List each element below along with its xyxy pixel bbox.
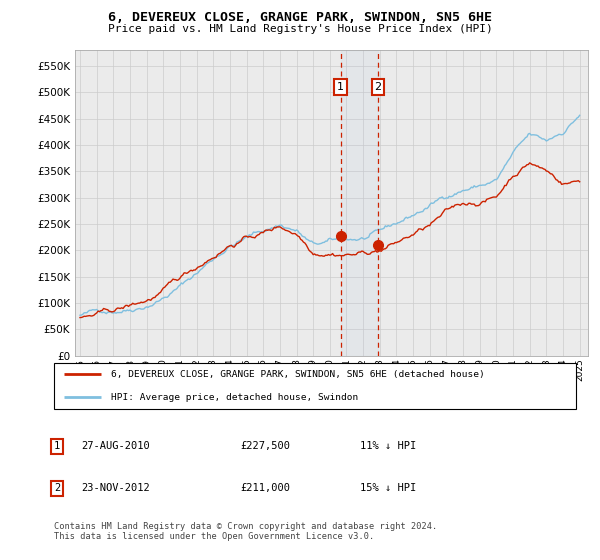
Text: 6, DEVEREUX CLOSE, GRANGE PARK, SWINDON, SN5 6HE: 6, DEVEREUX CLOSE, GRANGE PARK, SWINDON,… — [108, 11, 492, 24]
Text: 2: 2 — [374, 82, 382, 92]
Text: 1: 1 — [54, 441, 60, 451]
Text: 11% ↓ HPI: 11% ↓ HPI — [360, 441, 416, 451]
Text: 6, DEVEREUX CLOSE, GRANGE PARK, SWINDON, SN5 6HE (detached house): 6, DEVEREUX CLOSE, GRANGE PARK, SWINDON,… — [112, 370, 485, 379]
Text: 27-AUG-2010: 27-AUG-2010 — [81, 441, 150, 451]
Text: HPI: Average price, detached house, Swindon: HPI: Average price, detached house, Swin… — [112, 393, 359, 402]
Text: 23-NOV-2012: 23-NOV-2012 — [81, 483, 150, 493]
Text: Contains HM Land Registry data © Crown copyright and database right 2024.
This d: Contains HM Land Registry data © Crown c… — [54, 522, 437, 542]
Bar — [341, 50, 378, 356]
Text: 2: 2 — [54, 483, 60, 493]
Text: Price paid vs. HM Land Registry's House Price Index (HPI): Price paid vs. HM Land Registry's House … — [107, 24, 493, 34]
FancyBboxPatch shape — [54, 363, 576, 409]
Text: £211,000: £211,000 — [240, 483, 290, 493]
Text: £227,500: £227,500 — [240, 441, 290, 451]
Text: 1: 1 — [337, 82, 344, 92]
Text: 15% ↓ HPI: 15% ↓ HPI — [360, 483, 416, 493]
